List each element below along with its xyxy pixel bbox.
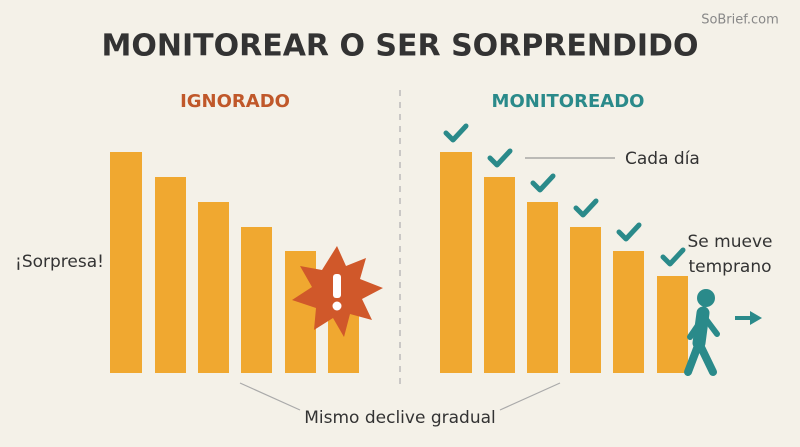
- arrow-head: [750, 311, 762, 325]
- right-bars: [440, 152, 688, 373]
- connector-line: [499, 382, 561, 411]
- footer-caption: Mismo declive gradual: [304, 408, 495, 428]
- walking-person: [684, 289, 720, 376]
- right-label: MONITOREADO: [492, 91, 645, 112]
- early-label: Se mueve: [688, 232, 773, 252]
- bar: [440, 152, 472, 373]
- check: [487, 148, 513, 168]
- title: MONITOREAR O SER SORPRENDIDO: [102, 29, 699, 64]
- bar: [155, 177, 186, 373]
- check: [443, 123, 469, 143]
- left-label: IGNORADO: [180, 91, 290, 112]
- check: [530, 173, 556, 193]
- leg: [695, 339, 717, 376]
- surprise-burst: [292, 246, 383, 337]
- head: [697, 289, 715, 307]
- connector-line: [239, 382, 301, 411]
- exclamation: [333, 274, 341, 298]
- bar: [657, 276, 688, 373]
- check: [616, 222, 642, 242]
- bar: [110, 152, 142, 373]
- watermark: SoBrief.com: [701, 13, 779, 28]
- bar: [570, 227, 601, 373]
- daily-label: Cada día: [625, 149, 700, 169]
- bar: [198, 202, 229, 373]
- bar: [484, 177, 515, 373]
- surprise-label: ¡Sorpresa!: [15, 252, 104, 272]
- check: [573, 198, 599, 218]
- bar: [527, 202, 558, 373]
- checkmarks: [443, 123, 686, 267]
- arm: [687, 315, 706, 340]
- exclamation-dot: [332, 301, 342, 311]
- move-arrow: [735, 311, 762, 325]
- arm: [702, 315, 720, 337]
- left-bars: [110, 152, 359, 373]
- check: [660, 247, 686, 267]
- bar: [241, 227, 272, 373]
- bar: [613, 251, 644, 373]
- early-label: temprano: [688, 257, 771, 277]
